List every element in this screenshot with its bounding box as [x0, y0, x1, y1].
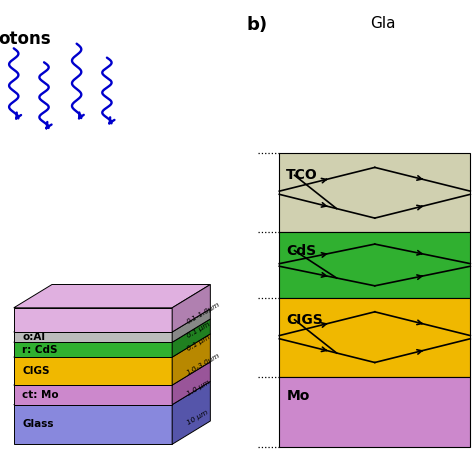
Text: 1.0 μm: 1.0 μm: [186, 379, 211, 397]
Polygon shape: [172, 382, 210, 444]
Polygon shape: [172, 362, 210, 405]
Polygon shape: [279, 377, 470, 447]
Text: 0.1 μm: 0.1 μm: [186, 334, 211, 352]
Text: r: CdS: r: CdS: [22, 345, 58, 355]
Polygon shape: [172, 334, 210, 385]
Polygon shape: [172, 284, 210, 332]
Text: ct: Mo: ct: Mo: [22, 390, 59, 400]
Polygon shape: [279, 153, 470, 232]
Polygon shape: [279, 232, 470, 298]
Text: 0.1 μm: 0.1 μm: [186, 321, 211, 339]
Polygon shape: [14, 357, 172, 385]
Text: Glass: Glass: [22, 419, 54, 429]
Text: TCO: TCO: [286, 168, 318, 182]
Text: 10 μm: 10 μm: [186, 409, 209, 426]
Polygon shape: [172, 309, 210, 342]
Polygon shape: [14, 405, 172, 444]
Polygon shape: [14, 385, 172, 405]
Polygon shape: [14, 309, 210, 332]
Polygon shape: [279, 298, 470, 377]
Text: Mo: Mo: [286, 389, 310, 403]
Text: o:Al: o:Al: [22, 332, 45, 342]
Polygon shape: [14, 308, 172, 332]
Polygon shape: [14, 342, 172, 357]
Polygon shape: [14, 332, 172, 342]
Polygon shape: [14, 284, 210, 308]
Text: CIGS: CIGS: [286, 313, 323, 327]
Polygon shape: [172, 319, 210, 357]
Text: 1.0-3.0μm: 1.0-3.0μm: [186, 352, 221, 376]
Polygon shape: [14, 319, 210, 342]
Text: CIGS: CIGS: [22, 366, 50, 376]
Text: CdS: CdS: [286, 244, 317, 257]
Text: Gla: Gla: [370, 16, 396, 31]
Polygon shape: [14, 334, 210, 357]
Polygon shape: [14, 382, 210, 405]
Polygon shape: [14, 362, 210, 385]
Text: otons: otons: [0, 30, 51, 48]
Text: b): b): [246, 16, 268, 34]
Text: 0.1-1.0μm: 0.1-1.0μm: [186, 301, 221, 325]
